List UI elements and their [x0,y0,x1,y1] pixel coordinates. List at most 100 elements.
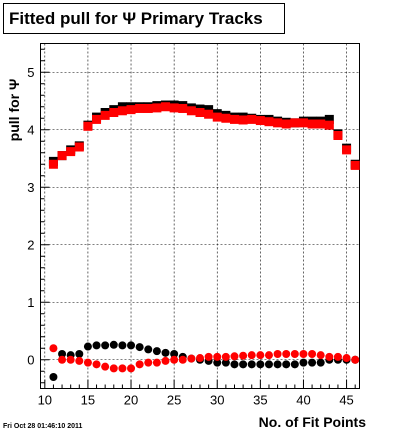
data-point-circle [299,350,308,358]
y-tick-label: 5 [27,65,34,80]
x-tick-label: 45 [339,393,353,408]
data-point-square [100,110,110,120]
data-point-circle [256,360,265,369]
data-point-square [178,103,188,113]
data-point-circle [109,364,118,373]
data-point-circle [316,351,325,360]
data-point-square [109,108,119,117]
data-point-circle [282,350,291,358]
data-point-square [212,112,222,122]
data-point-circle [196,354,204,363]
timestamp: Fri Oct 28 01:46:10 2011 [3,423,82,430]
data-point-circle [230,352,239,361]
data-point-square [342,145,352,155]
data-point-square [135,103,145,113]
data-point-square [229,114,239,124]
data-point-square [238,115,248,125]
data-point-circle [230,360,239,369]
data-point-circle [316,358,325,367]
data-point-square [161,102,171,112]
data-point-circle [109,340,118,349]
x-tick-label: 35 [253,393,267,408]
data-point-circle [308,350,317,358]
data-point-square [298,118,308,128]
plot-frame [40,43,360,389]
data-point-circle [308,358,317,367]
data-point-circle [239,360,248,369]
data-point-circle [221,358,230,367]
data-point-circle [127,341,136,350]
data-point-circle [351,355,360,364]
x-tick-label: 20 [124,393,138,408]
data-point-circle [101,362,110,371]
y-tick-label: 0 [27,352,34,367]
data-point-square [324,120,334,130]
data-point-circle [92,341,101,350]
data-point-circle [127,364,136,373]
data-point-circle [290,350,299,358]
data-point-circle [187,354,196,363]
data-point-circle [290,360,299,369]
data-point-circle [325,352,334,361]
data-point-square [290,118,300,128]
data-point-square [66,147,76,157]
data-point-circle [152,358,161,367]
data-point-circle [247,351,256,360]
data-point-square [169,103,179,113]
y-axis-label: pull for Ψ [6,79,22,142]
data-point-square [204,109,214,119]
data-point-circle [101,341,110,350]
data-point-circle [83,342,92,351]
data-point-circle [152,347,161,356]
data-point-circle [75,356,84,365]
x-tick-label: 10 [38,393,52,408]
x-tick-label: 30 [210,393,224,408]
axis-ticks [40,48,356,389]
data-point-square [186,106,196,116]
data-point-square [350,160,360,170]
data-point-square [247,114,257,124]
data-point-circle [273,360,282,369]
data-point-circle [118,341,127,350]
data-point-circle [58,350,67,358]
data-point-circle [213,358,222,367]
data-point-circle [170,355,179,364]
y-tick-label: 2 [27,237,34,252]
data-point-square [333,131,343,140]
data-point-square [255,116,265,126]
x-axis-label: No. of Fit Points [259,414,367,430]
chart-title-box [3,3,285,34]
data-point-circle [239,351,248,360]
data-point-circle [49,344,58,353]
data-point-circle [299,358,308,367]
data-point-square [117,106,127,116]
data-point-circle [256,351,265,360]
data-point-circle [273,350,282,358]
data-point-square [307,119,317,129]
data-point-circle [75,350,84,358]
data-point-square [152,103,162,113]
data-point-square [126,105,136,115]
data-point-square [316,119,326,129]
data-point-circle [135,360,144,369]
data-point-circle [282,360,291,369]
data-point-circle [264,360,273,369]
data-point-circle [247,360,256,369]
data-point-circle [204,352,213,361]
data-point-square [57,151,67,161]
data-point-circle [92,360,101,369]
data-point-square [143,103,153,113]
x-tick-label: 40 [296,393,310,408]
data-point-square [281,119,291,129]
data-point-square [195,108,205,117]
data-point-circle [144,345,153,354]
x-tick-label: 25 [167,393,181,408]
data-point-circle [58,355,67,364]
data-point-circle [221,352,230,361]
data-point-circle [135,343,144,352]
data-point-circle [178,355,187,364]
data-point-square [204,105,214,115]
data-point-circle [118,364,127,373]
